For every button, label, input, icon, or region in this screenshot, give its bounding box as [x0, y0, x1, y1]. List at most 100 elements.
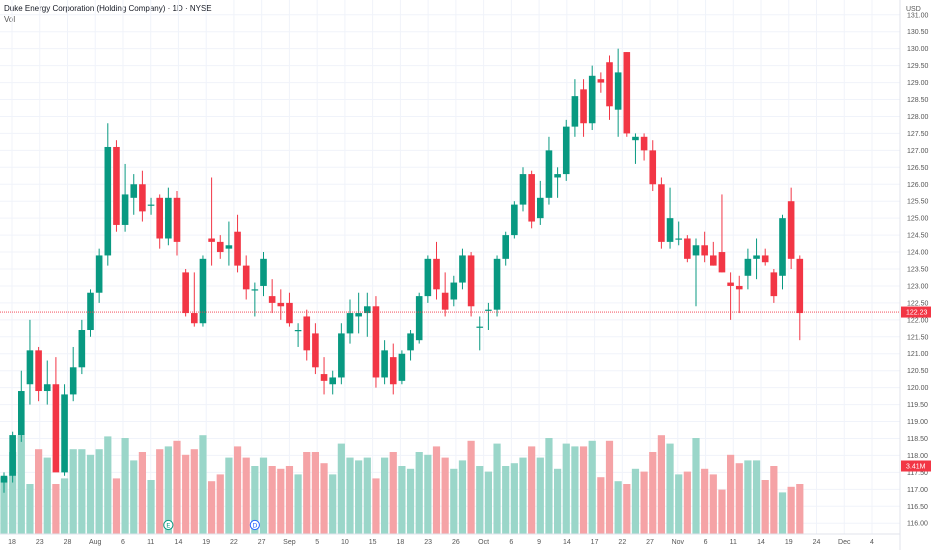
candle	[165, 187, 172, 246]
candle-body	[675, 238, 682, 240]
volume-bar	[311, 452, 319, 534]
volume-bar	[389, 452, 397, 534]
candle-body	[277, 302, 285, 307]
candle-body	[415, 296, 423, 341]
candle	[407, 330, 414, 361]
candle	[588, 65, 596, 131]
volume-bar	[528, 446, 536, 534]
volume-indicator-label[interactable]: Vol	[4, 15, 16, 24]
volume-bar	[623, 484, 631, 534]
candle	[191, 272, 198, 327]
volume-bar	[156, 449, 164, 534]
volume-bar	[86, 454, 95, 534]
event-marker[interactable]: D	[249, 519, 260, 531]
candle-body	[450, 282, 458, 300]
volume-bar	[320, 463, 328, 534]
candle-body	[303, 316, 311, 351]
volume-bar	[17, 435, 25, 534]
candle-body	[389, 357, 397, 385]
volume-bar	[78, 449, 86, 534]
candle	[372, 296, 380, 388]
price-axis[interactable]: 131.00 130.50 130.00 129.50 129.00 128.50 128.…	[901, 6, 931, 528]
candle-body	[78, 330, 86, 368]
event-marker-label: E	[166, 522, 170, 530]
candle	[381, 340, 388, 385]
candle-body	[649, 150, 657, 185]
volume-bar	[554, 468, 562, 534]
price-tick-label: 118.50	[907, 436, 928, 443]
price-tick-label: 127.50	[907, 131, 929, 138]
volume-bar	[242, 457, 250, 534]
event-markers[interactable]: EDED⚡	[163, 519, 932, 531]
price-tick-label: 130.00	[907, 46, 929, 53]
volume-bar	[372, 478, 380, 534]
candle-body	[320, 374, 328, 381]
candle	[554, 167, 561, 198]
candle-body	[623, 52, 631, 134]
volume-bar	[796, 484, 804, 534]
volume-bar	[138, 452, 146, 534]
volume-bar	[744, 460, 752, 534]
candle	[268, 279, 276, 314]
volume-bar	[579, 446, 588, 534]
candle-body	[459, 255, 466, 283]
candle-body	[95, 255, 103, 293]
time-tick-label: 18	[8, 539, 16, 546]
candle-body	[606, 62, 613, 107]
candle-body	[787, 201, 795, 259]
price-tick-label: 130.50	[907, 29, 929, 36]
candle	[234, 214, 241, 273]
candle	[389, 343, 397, 395]
currency-label: USD	[906, 6, 921, 13]
candle	[424, 255, 432, 303]
candle-body	[710, 255, 717, 266]
volume-bar	[190, 449, 198, 534]
candle-body	[329, 377, 336, 385]
volume-bar	[450, 468, 458, 534]
candle-body	[173, 197, 181, 242]
time-tick-label: 14	[175, 539, 183, 546]
candle	[467, 252, 475, 317]
candle-body	[216, 241, 224, 253]
candle-body	[433, 258, 440, 290]
volume-bar	[588, 440, 596, 534]
time-axis[interactable]: 18 23 28 Aug 6 11 14 19 22 27 Sep 5 10 15 18 23 26 Oct 6 9 1…	[8, 539, 874, 546]
candle-body	[692, 245, 700, 256]
price-tick-label: 116.00	[907, 521, 928, 528]
event-marker[interactable]: E	[163, 519, 174, 531]
price-tick-label: 126.00	[907, 182, 929, 189]
volume-bar	[770, 466, 778, 534]
candle	[216, 235, 224, 259]
volume-bar	[458, 460, 467, 534]
time-tick-label: 22	[230, 539, 238, 546]
candle	[113, 140, 120, 232]
candle-body	[554, 174, 561, 178]
volume-bar	[52, 484, 60, 534]
candle-body	[139, 184, 146, 212]
event-marker-label: D	[252, 522, 257, 530]
candle-body	[476, 326, 484, 328]
candle	[658, 177, 665, 249]
volume-bar	[761, 480, 769, 534]
chart-title: Duke Energy Corporation (Holding Company…	[4, 4, 212, 13]
candle	[286, 292, 293, 327]
candle-body	[104, 146, 112, 256]
candle	[312, 323, 319, 375]
candle	[580, 79, 587, 137]
price-tick-label: 121.50	[907, 334, 929, 341]
candle-body	[735, 285, 743, 290]
candle-body	[424, 258, 432, 297]
candle-body	[614, 72, 622, 110]
time-tick-label: 15	[369, 539, 377, 546]
time-tick-label: 27	[646, 539, 654, 546]
time-tick-label: 14	[563, 539, 571, 546]
candle-body	[770, 272, 778, 297]
candle	[666, 187, 674, 249]
time-tick-label: Oct	[478, 539, 489, 546]
candle	[787, 187, 795, 269]
candle-body	[208, 238, 215, 242]
candle-body	[545, 150, 553, 198]
candle-body	[69, 367, 77, 395]
candle-body	[407, 333, 414, 351]
